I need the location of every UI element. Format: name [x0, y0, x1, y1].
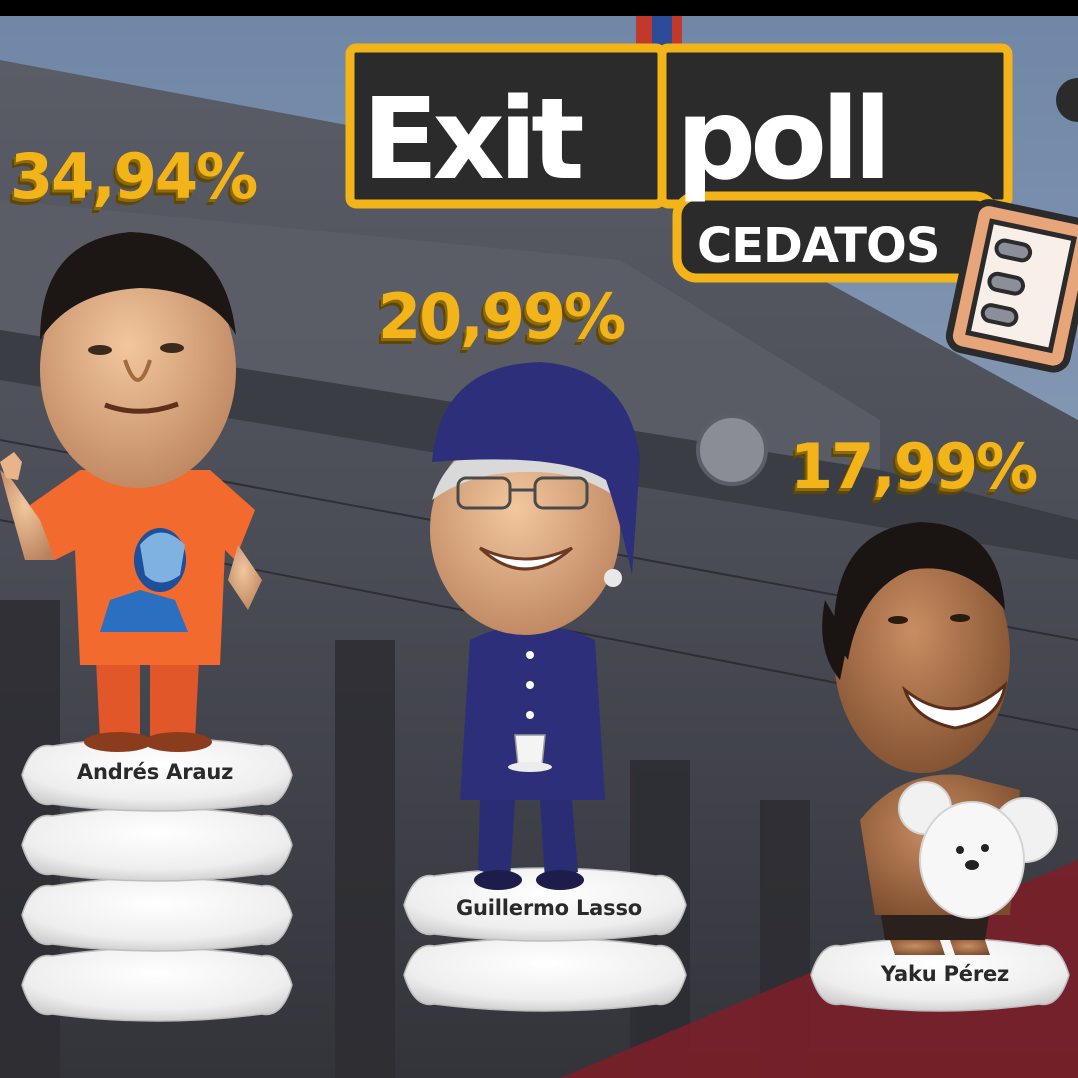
title-word-exit: Exit	[362, 75, 582, 205]
abacus-icon	[945, 199, 1078, 373]
pillow-2-2	[403, 867, 687, 942]
percent-label-perez: 17,99%	[790, 430, 1038, 503]
pillow-bars	[21, 737, 1070, 1022]
candidate-name-arauz: Andrés Arauz	[76, 760, 234, 784]
candidate-name-perez: Yaku Pérez	[880, 962, 1010, 986]
pillow-1-4	[21, 737, 293, 812]
partial-circle-badge	[1056, 78, 1078, 122]
title-logo: Exit poll CEDATOS	[345, 43, 1013, 283]
pillow-3-1	[810, 937, 1070, 1012]
percent-label-arauz: 34,94%	[10, 140, 258, 213]
subtitle-cedatos: CEDATOS	[697, 218, 939, 274]
caricature-yaku-perez	[822, 522, 1058, 955]
title-word-poll: poll	[676, 75, 886, 205]
pillow-1-1	[21, 947, 293, 1022]
pillow-2-1	[403, 937, 687, 1012]
pillow-1-2	[21, 877, 293, 952]
percent-label-lasso: 20,99%	[378, 280, 626, 353]
coffee-cup-icon	[508, 734, 552, 772]
pillow-1-3	[21, 807, 293, 882]
candidate-name-lasso: Guillermo Lasso	[456, 896, 642, 920]
shirt-portrait-print	[98, 528, 190, 634]
teddy-bear-icon	[898, 781, 1058, 919]
caricature-andres-arauz	[0, 232, 262, 752]
caricature-guillermo-lasso	[430, 362, 640, 890]
top-bar	[0, 0, 1078, 16]
clock	[696, 414, 768, 486]
